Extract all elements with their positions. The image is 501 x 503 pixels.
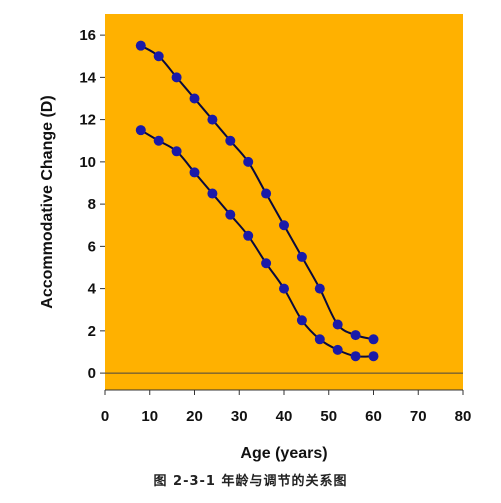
y-tick-label: 14 (79, 69, 96, 86)
x-tick-label: 80 (455, 408, 472, 425)
series-2-point (261, 258, 272, 269)
y-axis-ticks: 0 2 4 6 8 10 12 14 16 (79, 27, 105, 382)
series-1-point (243, 156, 254, 167)
series-2-point (153, 135, 164, 146)
y-axis-title: Accommodative Change (D) (39, 95, 56, 308)
series-2-point (225, 209, 236, 220)
series-2-point (350, 351, 361, 362)
y-tick-label: 6 (88, 238, 96, 255)
series-1-point (279, 220, 289, 231)
series-points (135, 40, 379, 362)
series-1-point (350, 330, 361, 341)
plot-background (105, 14, 463, 390)
series-1-point (261, 188, 272, 199)
x-tick-label: 30 (231, 408, 248, 425)
series-2-point (314, 334, 325, 345)
series-1-point (207, 114, 218, 125)
series-2-point (189, 167, 200, 178)
x-tick-label: 0 (101, 408, 109, 425)
series-1-point (314, 283, 325, 294)
series-2-point (207, 188, 218, 199)
series-1-point (368, 334, 379, 345)
y-tick-label: 4 (88, 281, 97, 298)
x-axis-title: Age (years) (240, 445, 327, 462)
y-tick-label: 2 (88, 323, 96, 340)
series-1-point (296, 251, 307, 262)
series-2-point (332, 344, 343, 355)
series-1-point (225, 135, 236, 146)
series-2-point (279, 283, 289, 294)
x-tick-label: 60 (365, 408, 382, 425)
y-tick-label: 12 (79, 112, 96, 129)
series-2-point (368, 351, 379, 362)
x-tick-label: 50 (320, 408, 337, 425)
series-1-point (332, 319, 343, 330)
y-tick-label: 10 (79, 154, 96, 171)
series-1-point (135, 40, 146, 51)
y-tick-label: 8 (88, 196, 96, 213)
series-1-point (153, 51, 164, 62)
x-tick-label: 10 (141, 408, 158, 425)
series-1-point (171, 72, 182, 83)
series-2-point (171, 146, 182, 157)
series-2-point (243, 230, 254, 241)
x-tick-label: 40 (276, 408, 293, 425)
series-1-point (189, 93, 200, 104)
series-2-point (135, 125, 146, 136)
series-2-point (296, 315, 307, 326)
figure-caption: 图 2-3-1 年龄与调节的关系图 (153, 474, 348, 489)
y-tick-label: 16 (79, 27, 96, 44)
y-tick-label: 0 (88, 365, 96, 382)
x-tick-label: 70 (410, 408, 427, 425)
x-tick-label: 20 (186, 408, 203, 425)
x-axis-ticks: 0 10 20 30 40 50 60 70 80 (101, 390, 472, 425)
